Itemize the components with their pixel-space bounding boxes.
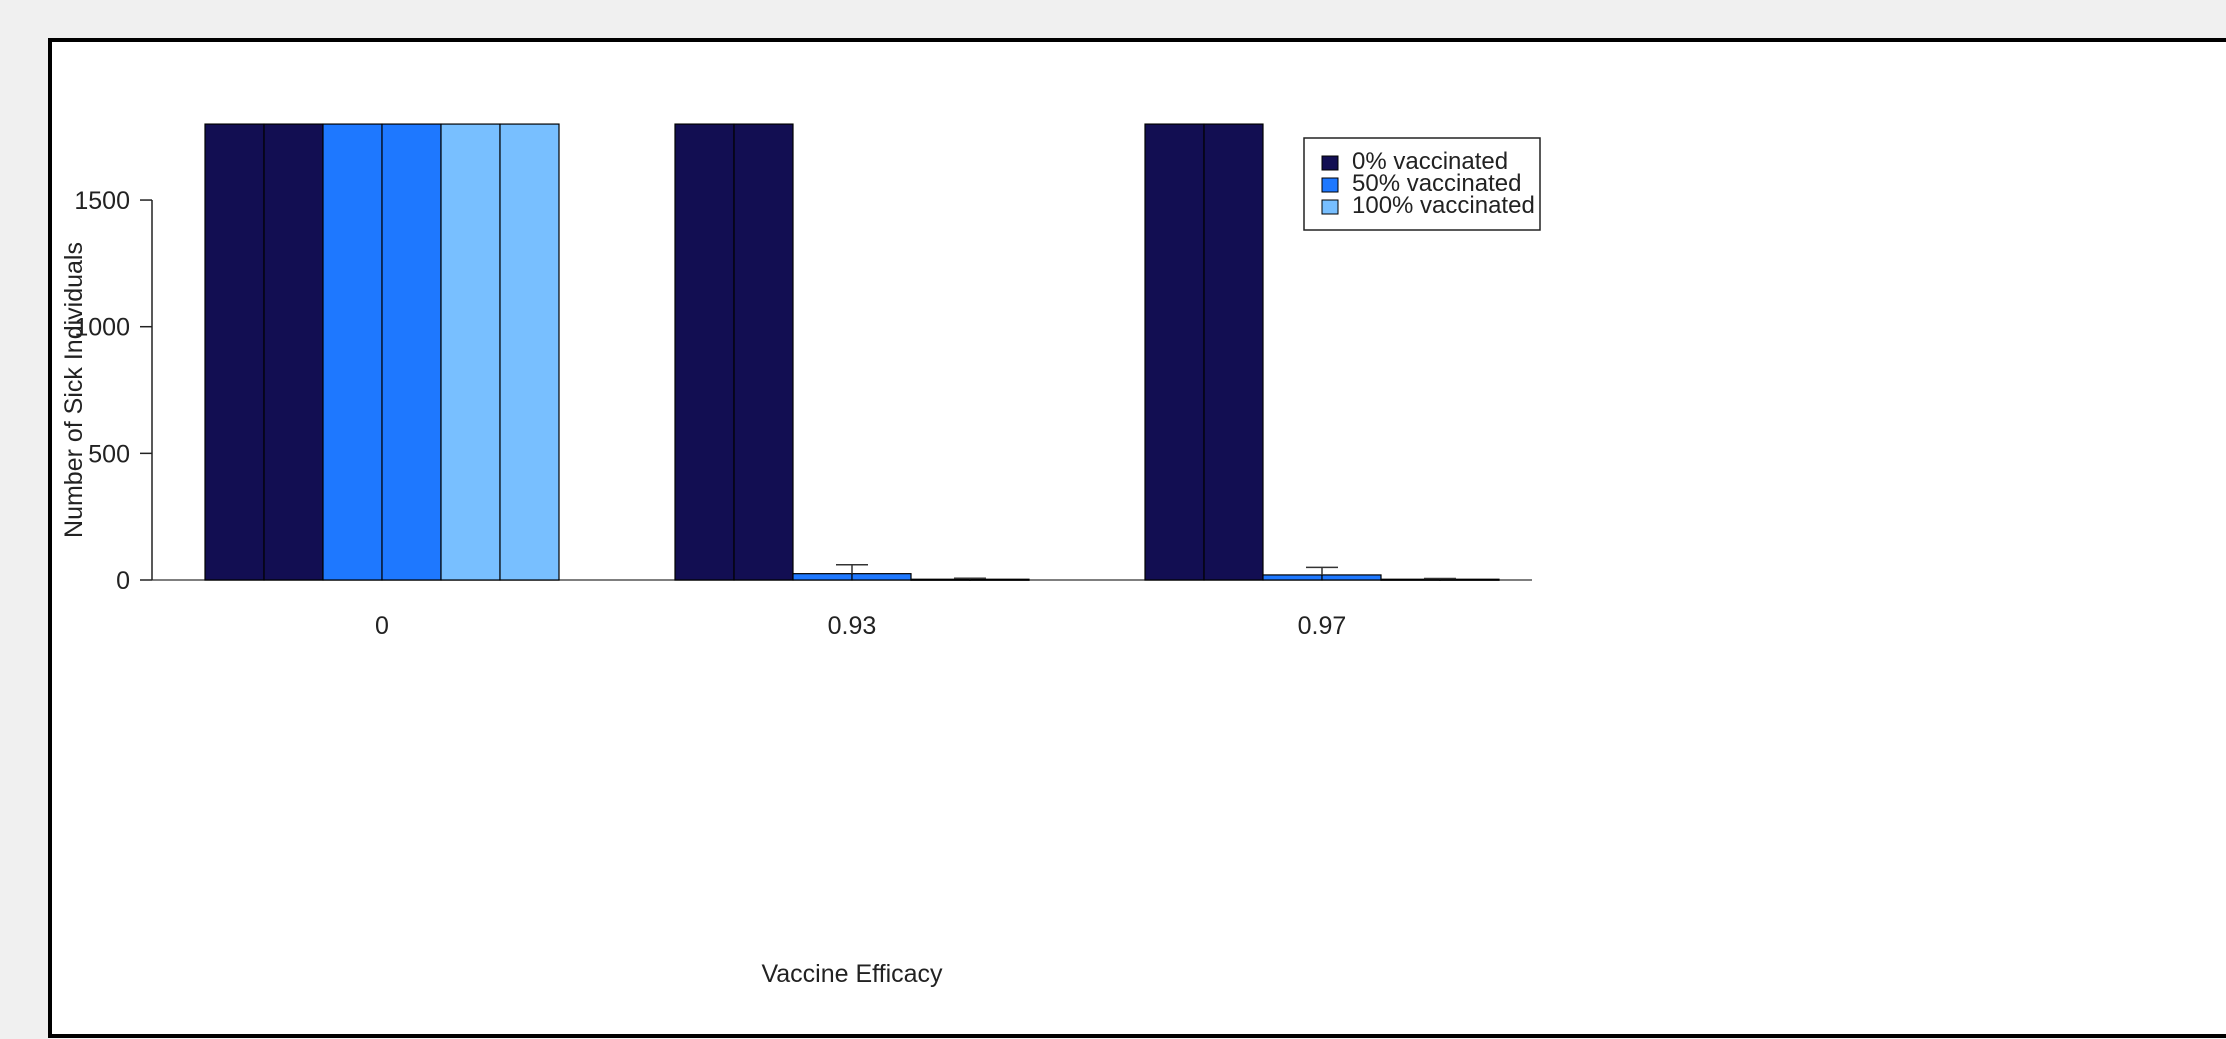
bar-0.93-50-vaccinated (851, 573, 912, 581)
bar-0-50-vaccinated (381, 123, 442, 581)
bar-0.93-50-vaccinated (792, 573, 853, 581)
legend-box (1303, 137, 1541, 231)
chart-frame: 0 500 1000 1500 0 0.93 0.97 0% vaccinated 50% v… (48, 38, 2226, 1038)
bar-0.97-50-vaccinated (1262, 574, 1323, 581)
bar-0.93-0-vaccinated (674, 123, 735, 581)
bar-0-0-vaccinated (263, 123, 324, 581)
legend-label: 50% vaccinated (1352, 170, 1521, 197)
bars-group (204, 123, 1500, 581)
y-axis-label: Number of Sick Individuals (60, 242, 88, 538)
x-tick-label: 0.97 (1298, 612, 1347, 640)
bar-0-0-vaccinated (204, 123, 265, 581)
legend-label: 100% vaccinated (1352, 192, 1535, 219)
bar-0.93-0-vaccinated (733, 123, 794, 581)
legend-swatch (1321, 177, 1339, 193)
legend-label: 0% vaccinated (1352, 148, 1508, 175)
legend-swatch (1321, 155, 1339, 171)
bar-0.97-100-vaccinated (1439, 578, 1500, 581)
bar-0.97-0-vaccinated (1144, 123, 1205, 581)
x-tick-label: 0 (375, 612, 389, 640)
x-tick-label: 0.93 (828, 612, 877, 640)
top-strip (0, 0, 2226, 18)
bar-0.97-0-vaccinated (1203, 123, 1264, 581)
bar-0.97-100-vaccinated (1380, 578, 1441, 581)
bar-0-50-vaccinated (322, 123, 383, 581)
y-tick-label: 500 (88, 440, 130, 468)
bar-0-100-vaccinated (499, 123, 560, 581)
bar-0.93-100-vaccinated (969, 578, 1030, 581)
y-tick-label: 1000 (74, 314, 130, 342)
y-tick-label: 1500 (74, 187, 130, 215)
y-tick-label: 0 (116, 567, 130, 595)
bar-0.97-50-vaccinated (1321, 574, 1382, 581)
bar-0-100-vaccinated (440, 123, 501, 581)
legend-swatch (1321, 199, 1339, 215)
x-axis-label: Vaccine Efficacy (761, 960, 943, 988)
bar-0.93-100-vaccinated (910, 578, 971, 581)
